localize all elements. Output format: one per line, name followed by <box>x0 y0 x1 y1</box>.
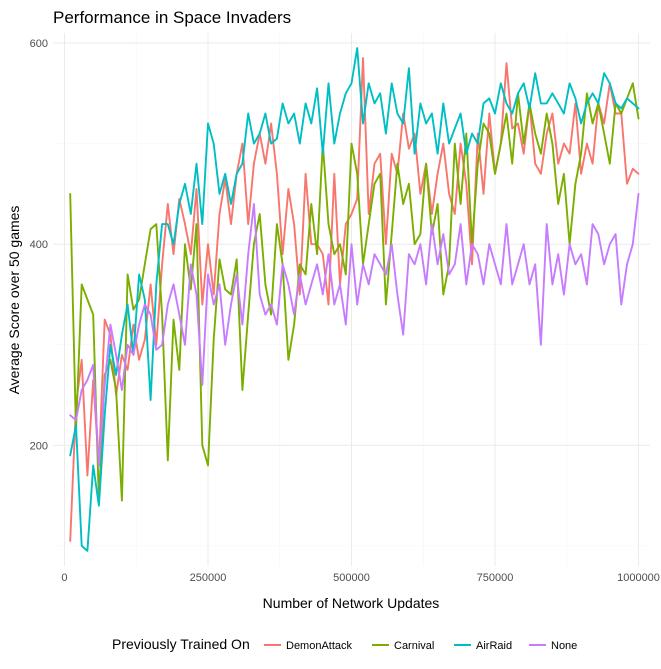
x-tick-label: 0 <box>61 572 67 584</box>
y-axis-ticks: 200 400 600 <box>30 38 48 452</box>
legend-item-airraid: AirRaid <box>454 640 512 652</box>
y-tick-label: 600 <box>30 38 48 50</box>
legend: Previously Trained On DemonAttack Carniva… <box>112 636 577 652</box>
x-tick-label: 750000 <box>477 572 514 584</box>
x-axis-ticks: 0 250000 500000 750000 1000000 <box>61 572 660 584</box>
legend-label: None <box>551 640 577 652</box>
legend-title: Previously Trained On <box>112 636 250 652</box>
grid <box>53 33 650 566</box>
x-tick-label: 1000000 <box>617 572 660 584</box>
legend-label: AirRaid <box>476 640 512 652</box>
series-line-carnival <box>69 82 640 502</box>
legend-item-none: None <box>529 640 577 652</box>
series-line-none <box>69 192 640 467</box>
series-line-demonattack <box>69 57 640 542</box>
series-lines <box>69 47 640 552</box>
y-tick-label: 200 <box>30 440 48 452</box>
legend-label: DemonAttack <box>286 640 353 652</box>
y-axis-label: Average Score over 50 games <box>6 206 22 395</box>
y-tick-label: 400 <box>30 239 48 251</box>
x-tick-label: 500000 <box>333 572 370 584</box>
chart-title: Performance in Space Invaders <box>53 8 291 27</box>
legend-item-carnival: Carnival <box>372 640 434 652</box>
legend-label: Carnival <box>394 640 434 652</box>
legend-item-demonattack: DemonAttack <box>264 640 353 652</box>
series-line-airraid <box>69 47 640 552</box>
x-axis-label: Number of Network Updates <box>263 595 440 611</box>
x-tick-label: 250000 <box>190 572 227 584</box>
